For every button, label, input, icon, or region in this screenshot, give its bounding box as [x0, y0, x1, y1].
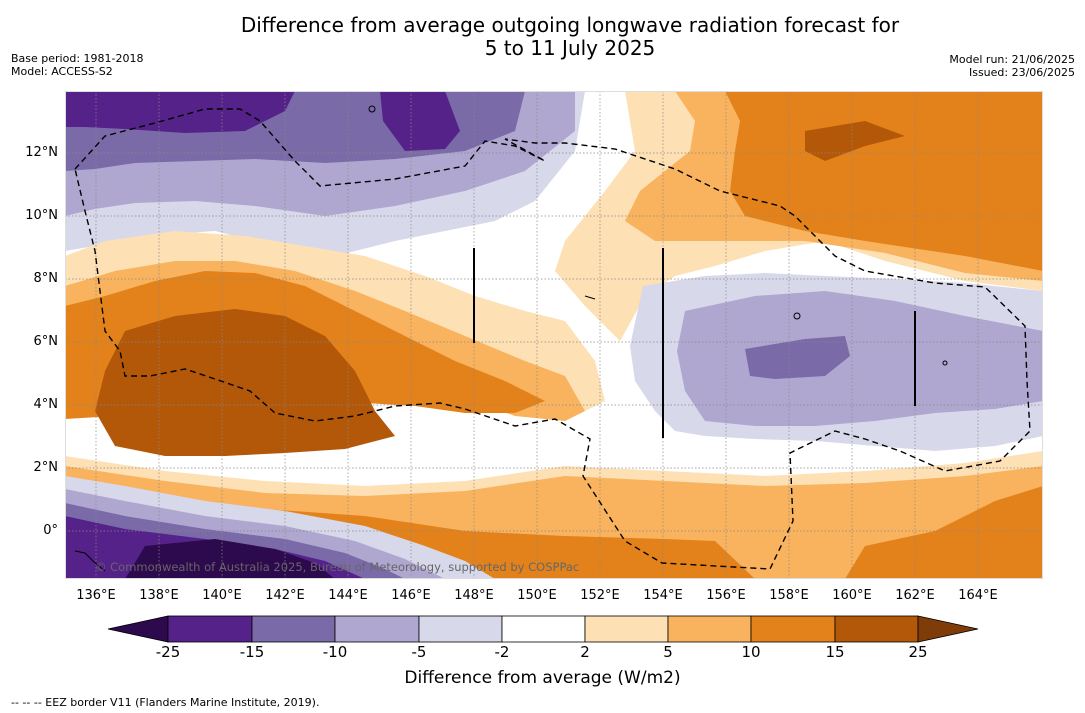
colorbar-title: Difference from average (W/m2): [404, 668, 681, 688]
lon-label-158e: 158°E: [769, 588, 809, 603]
lon-label-160e: 160°E: [832, 588, 872, 603]
lon-label-138e: 138°E: [139, 588, 179, 603]
title-line-2: 5 to 11 July 2025: [484, 36, 656, 60]
contour-neg-5-to-10-east: [677, 291, 1043, 426]
colorbar-swatch-7: [667, 615, 752, 643]
contour-15-to-25-central: [95, 309, 395, 456]
lat-label-2n: 2°N: [33, 460, 59, 475]
run-info: Model run: 21/06/2025 Issued: 23/06/2025: [949, 53, 1075, 79]
contour-neg-15-to-25-north-b: [380, 91, 460, 151]
lon-label-146e: 146°E: [391, 588, 431, 603]
lat-label-10n: 10°N: [25, 208, 58, 223]
colorbar-tick-3: -10: [322, 643, 348, 661]
colorbar: [107, 615, 979, 643]
lat-label-8n: 8°N: [33, 271, 59, 286]
contour-neg-15-to-25-north-a: [65, 91, 295, 133]
contour-15-to-25-northeast: [805, 121, 905, 161]
map-title: Difference from average outgoing longwav…: [120, 14, 1020, 60]
colorbar-tick-4: -5: [411, 643, 427, 661]
lon-label-136e: 136°E: [76, 588, 116, 603]
colorbar-tick-9: 15: [825, 643, 845, 661]
lon-label-140e: 140°E: [202, 588, 242, 603]
model-run: Model run: 21/06/2025: [949, 53, 1075, 66]
olr-anomaly-map: © Commonwealth of Australia 2025, Bureau…: [65, 91, 1043, 579]
colorbar-swatch-4: [418, 615, 503, 643]
colorbar-tick-7: 5: [663, 643, 673, 661]
eez-border-west: [74, 108, 1031, 570]
colorbar-swatch-3: [334, 615, 420, 643]
colorbar-swatch-6: [584, 615, 669, 643]
base-info: Base period: 1981-2018 Model: ACCESS-S2: [11, 52, 143, 78]
colorbar-tick-5: -2: [494, 643, 510, 661]
lon-label-152e: 152°E: [580, 588, 620, 603]
region-markers: [473, 248, 916, 438]
base-period: Base period: 1981-2018: [11, 52, 144, 65]
lon-label-142e: 142°E: [265, 588, 305, 603]
lat-label-6n: 6°N: [33, 334, 59, 349]
colorbar-swatch-9: [834, 615, 919, 643]
model-name: Model: ACCESS-S2: [11, 65, 113, 78]
map-frame: [65, 91, 1043, 579]
coastlines: [74, 105, 948, 572]
colorbar-swatch-1: [167, 615, 253, 643]
colorbar-swatch-5: [501, 615, 586, 643]
lat-label-0: 0°: [43, 523, 58, 538]
issued-date: Issued: 23/06/2025: [968, 66, 1075, 79]
lon-label-144e: 144°E: [328, 588, 368, 603]
colorbar-tick-6: 2: [580, 643, 590, 661]
colorbar-tick-2: -15: [239, 643, 265, 661]
colorbar-tick-1: -25: [155, 643, 181, 661]
colorbar-tick-8: 10: [741, 643, 761, 661]
lon-label-150e: 150°E: [517, 588, 557, 603]
contour-below-25-south: [125, 539, 335, 579]
eez-footnote: -- -- -- EEZ border V11 (Flanders Marine…: [11, 696, 320, 709]
lon-label-162e: 162°E: [895, 588, 935, 603]
graticule: [65, 91, 1043, 579]
lon-label-156e: 156°E: [706, 588, 746, 603]
colorbar-swatch-8: [750, 615, 836, 643]
lon-label-154e: 154°E: [643, 588, 683, 603]
colorbar-swatch-2: [251, 615, 336, 643]
lat-label-12n: 12°N: [25, 145, 58, 160]
contour-neg-10-to-15-east: [745, 336, 850, 379]
lon-label-164e: 164°E: [958, 588, 998, 603]
lat-label-4n: 4°N: [33, 397, 59, 412]
map-copyright: © Commonwealth of Australia 2025, Bureau…: [95, 560, 579, 574]
lon-label-148e: 148°E: [454, 588, 494, 603]
title-line-1: Difference from average outgoing longwav…: [240, 13, 900, 37]
colorbar-extend-high: [917, 615, 979, 643]
colorbar-tick-10: 25: [908, 643, 928, 661]
colorbar-extend-low: [107, 615, 169, 643]
